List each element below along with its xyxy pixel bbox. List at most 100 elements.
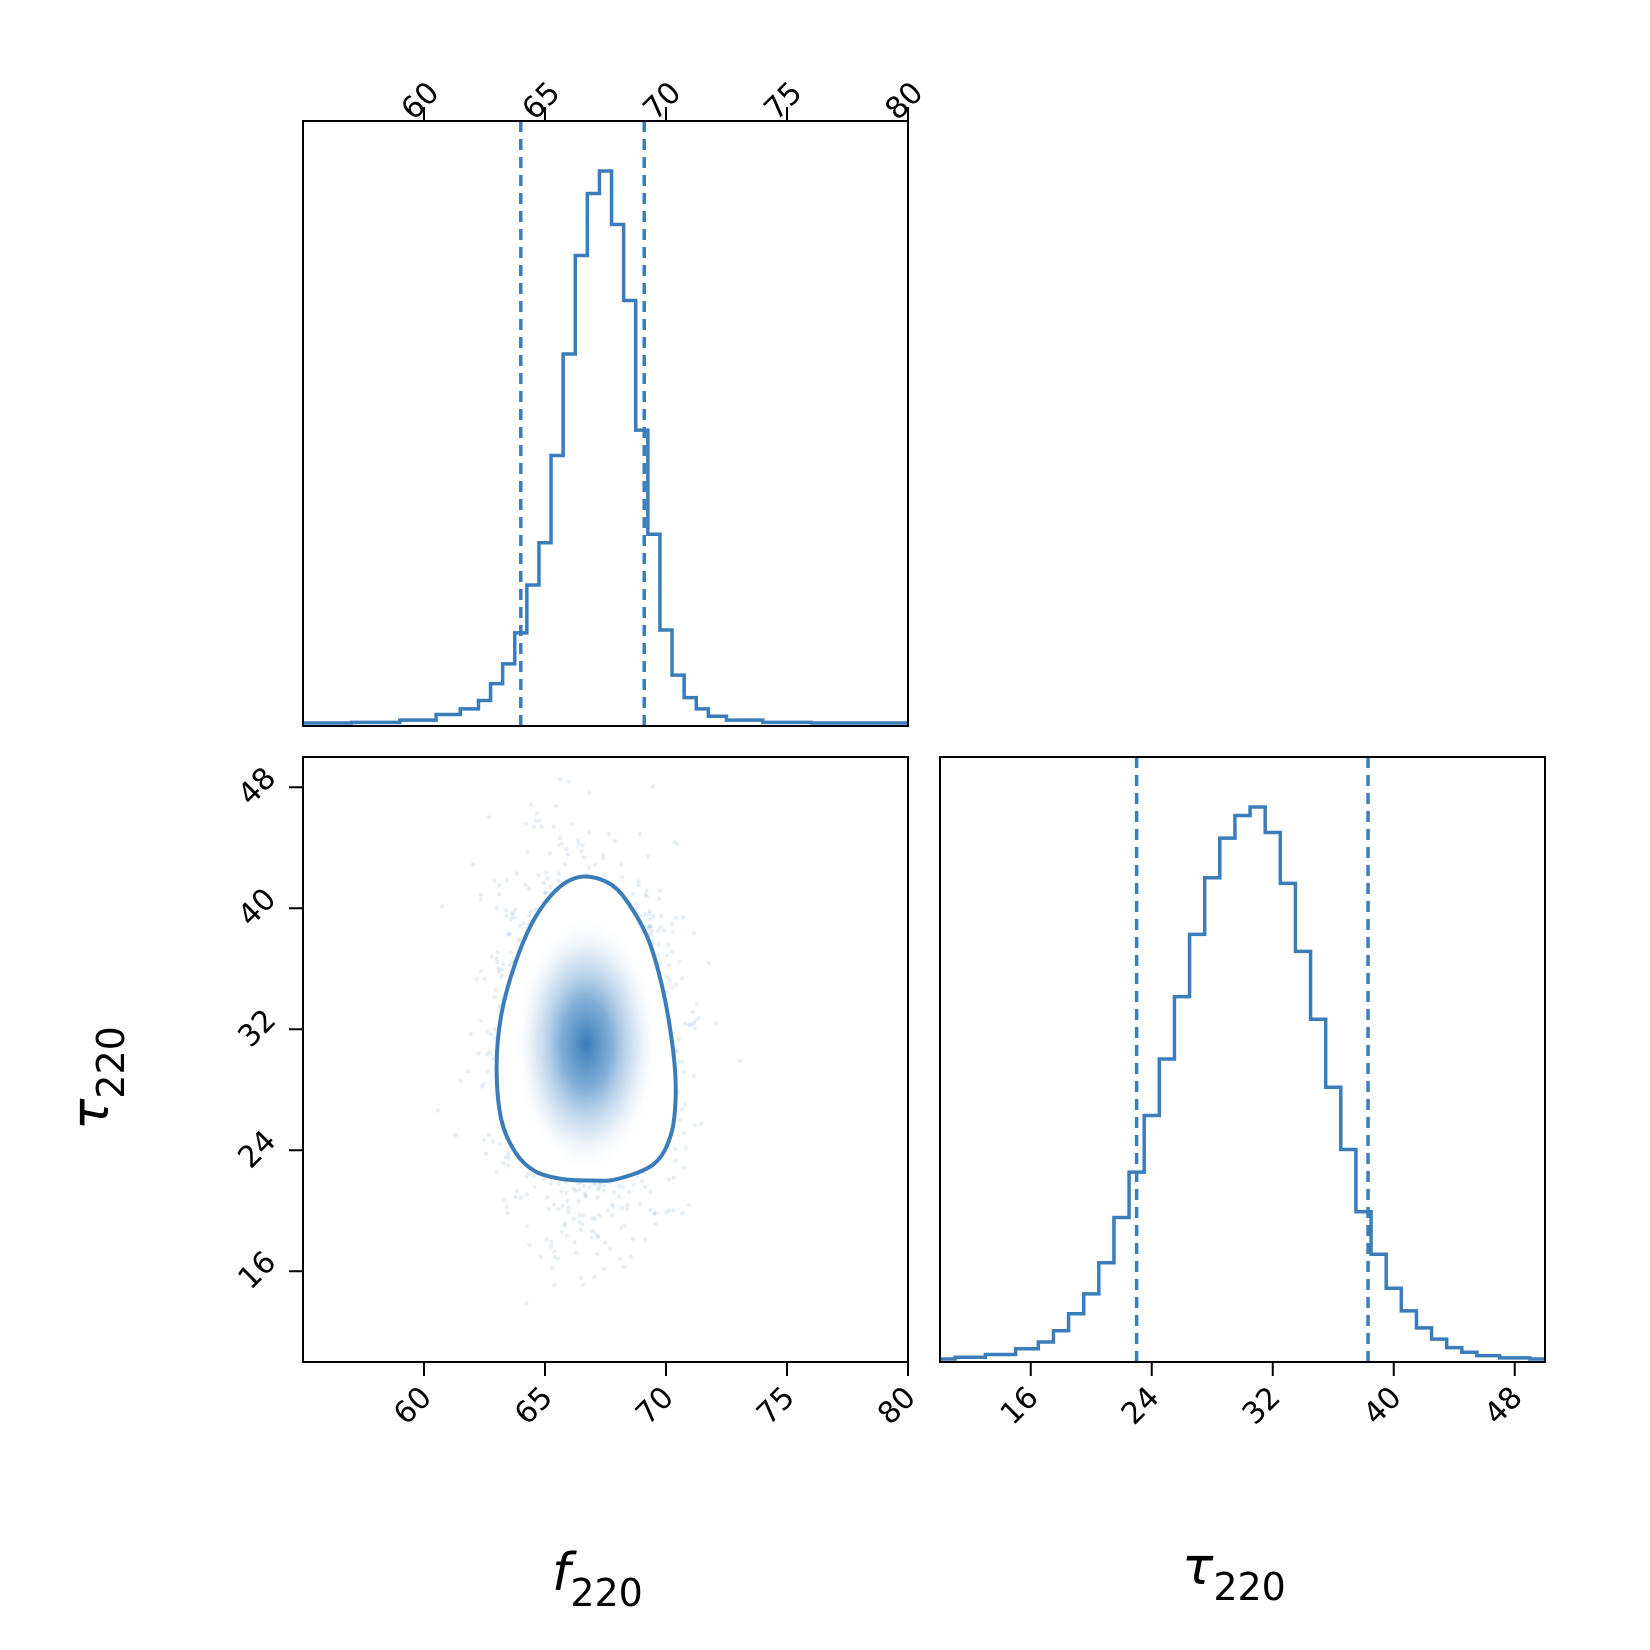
- scatter-point: [595, 1234, 600, 1240]
- scatter-point: [526, 886, 532, 891]
- scatter-point: [501, 1197, 507, 1203]
- scatter-point: [639, 1179, 645, 1184]
- scatter-point: [552, 1283, 557, 1288]
- scatter-point: [566, 779, 571, 784]
- scatter-point: [671, 1175, 676, 1180]
- scatter-point: [676, 1059, 682, 1065]
- scatter-point: [490, 1139, 496, 1144]
- scatter-point: [546, 1206, 551, 1212]
- scatter-point: [559, 1189, 564, 1195]
- scatter-point: [680, 1059, 685, 1064]
- scatter-point: [506, 932, 511, 937]
- scatter-point: [656, 942, 661, 947]
- scatter-point: [592, 1216, 598, 1221]
- scatter-point: [680, 1211, 685, 1216]
- scatter-point: [656, 928, 661, 934]
- x-axis-label-tau220: τ220: [1182, 1537, 1286, 1609]
- scatter-point: [559, 1230, 564, 1235]
- scatter-point: [590, 1235, 595, 1240]
- scatter-point: [661, 928, 666, 933]
- scatter-point: [577, 1219, 582, 1225]
- joint-y-tick-label-1: 24: [231, 1124, 283, 1176]
- tau220-x-tick-label-0: 16: [994, 1380, 1046, 1432]
- scatter-point: [578, 849, 584, 854]
- scatter-point: [630, 891, 636, 897]
- scatter-point: [679, 1107, 684, 1112]
- scatter-point: [608, 1246, 613, 1251]
- scatter-point: [625, 1202, 631, 1207]
- scatter-point: [688, 1022, 694, 1027]
- scatter-point: [659, 914, 664, 919]
- joint-y-tick-label-4: 48: [231, 761, 283, 813]
- scatter-point: [664, 989, 669, 995]
- tau-subscript-y: 220: [89, 1026, 133, 1099]
- scatter-point: [531, 1173, 537, 1179]
- scatter-point: [595, 1251, 600, 1257]
- scatter-point: [479, 1084, 484, 1089]
- scatter-point: [648, 932, 653, 937]
- scatter-point: [644, 888, 649, 893]
- scatter-point: [571, 1216, 576, 1222]
- scatter-point: [564, 847, 569, 852]
- scatter-point: [508, 950, 513, 955]
- scatter-point: [504, 878, 510, 883]
- tau-symbol-x: τ: [1182, 1537, 1214, 1597]
- scatter-point: [580, 843, 586, 848]
- scatter-point: [601, 856, 606, 861]
- scatter-point: [510, 910, 515, 915]
- scatter-point: [596, 1233, 601, 1239]
- scatter-point: [675, 1048, 680, 1054]
- scatter-point: [620, 1184, 625, 1189]
- scatter-point: [671, 1208, 676, 1213]
- scatter-point: [548, 1181, 554, 1186]
- scatter-point: [693, 1018, 698, 1024]
- scatter-point: [465, 1069, 471, 1074]
- scatter-point: [605, 1208, 611, 1213]
- scatter-point: [496, 966, 501, 971]
- scatter-point: [524, 1224, 530, 1229]
- joint-x-tick-label-2: 70: [629, 1380, 681, 1432]
- scatter-point: [643, 892, 648, 897]
- scatter-point: [494, 1169, 499, 1175]
- scatter-point: [560, 1204, 565, 1209]
- scatter-point: [580, 1222, 585, 1227]
- joint-x-tick-label-4: 80: [871, 1380, 923, 1432]
- scatter-point: [636, 879, 641, 884]
- scatter-point: [691, 1021, 696, 1026]
- scatter-point: [453, 1132, 459, 1138]
- scatter-point: [651, 939, 656, 944]
- f220-histogram: [303, 169, 908, 725]
- scatter-point: [578, 1275, 583, 1281]
- scatter-point: [548, 884, 553, 890]
- scatter-point: [651, 914, 656, 919]
- f220-top-tick-label-2: 70: [637, 75, 689, 127]
- scatter-point: [626, 1189, 632, 1195]
- tau220-marginal-panel: 16 24 32 40 48: [939, 756, 1546, 1432]
- scatter-point: [556, 1181, 562, 1186]
- scatter-point: [505, 1210, 510, 1216]
- scatter-point: [478, 897, 484, 902]
- scatter-point: [666, 962, 672, 968]
- scatter-point: [664, 953, 669, 958]
- scatter-point: [679, 976, 685, 981]
- scatter-point: [517, 923, 523, 929]
- scatter-point: [521, 921, 526, 926]
- scatter-point: [645, 854, 651, 859]
- scatter-point: [479, 1018, 484, 1023]
- scatter-point: [495, 959, 500, 965]
- joint-x-ticks: 60 65 70 75 80: [387, 1362, 923, 1432]
- scatter-point: [555, 1256, 561, 1262]
- scatter-point: [555, 878, 561, 883]
- scatter-point: [524, 1173, 529, 1179]
- scatter-point: [670, 929, 676, 934]
- scatter-point: [566, 1205, 571, 1210]
- f220-top-tick-label-3: 75: [758, 75, 810, 127]
- scatter-point: [492, 1026, 497, 1032]
- scatter-point: [664, 974, 670, 980]
- scatter-point: [486, 1132, 491, 1138]
- scatter-point: [658, 924, 663, 930]
- scatter-point: [532, 1185, 537, 1190]
- scatter-point: [666, 1208, 672, 1213]
- scatter-point: [637, 832, 643, 837]
- scatter-point: [580, 1213, 586, 1218]
